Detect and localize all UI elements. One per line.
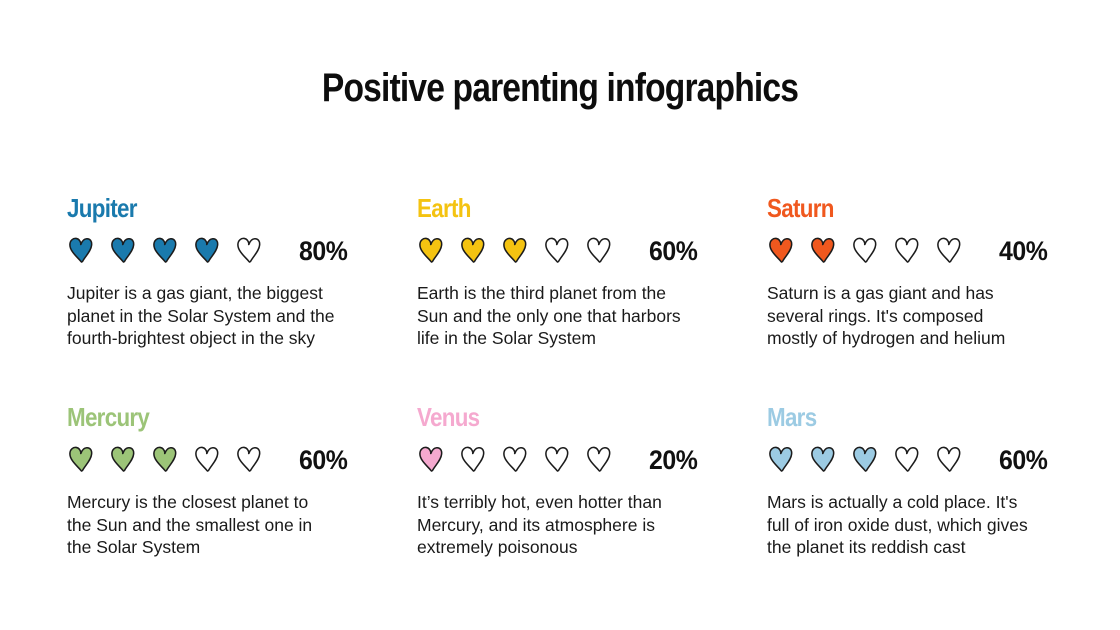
heart-empty-icon (937, 237, 961, 263)
description-line: several rings. It's composed (767, 305, 984, 326)
heart-rating (767, 236, 977, 266)
heart-filled-icon (69, 237, 93, 263)
description-line: life in the Solar System (417, 328, 596, 348)
heart-filled-icon (111, 237, 135, 263)
card-title: Mercury (67, 402, 150, 432)
card-mercury: Mercury 60% Mercury is the closest plane… (67, 401, 367, 576)
heart-filled-icon (853, 446, 877, 472)
description-line: Jupiter is a gas giant, the biggest (67, 283, 323, 303)
heart-empty-icon (853, 237, 877, 263)
description-line: the planet its reddish cast (767, 537, 966, 557)
heart-filled-icon (769, 237, 793, 263)
heart-empty-icon (937, 446, 961, 472)
heart-empty-icon (545, 446, 569, 472)
heart-empty-icon (895, 446, 919, 472)
card-description: Mercury is the closest planet to the Sun… (67, 491, 367, 559)
heart-filled-icon (769, 446, 793, 472)
card-saturn: Saturn 40% Saturn is a gas giant and has… (767, 192, 1067, 367)
description-line: full of iron oxide dust, which gives (767, 514, 1028, 535)
card-description: It’s terribly hot, even hotter than Merc… (417, 491, 717, 559)
heart-filled-icon (419, 237, 443, 263)
card-title: Earth (417, 193, 471, 223)
heart-rating (67, 445, 277, 475)
description-line: extremely poisonous (417, 537, 578, 557)
description-line: Mars is actually a cold place. It's (767, 492, 1018, 512)
heart-empty-icon (195, 446, 219, 472)
heart-filled-icon (461, 237, 485, 263)
card-title: Jupiter (67, 193, 137, 223)
heart-rating (417, 445, 627, 475)
percent-value: 80% (299, 236, 348, 266)
heart-empty-icon (545, 237, 569, 263)
percent-value: 60% (999, 445, 1048, 475)
heart-rating (67, 236, 277, 266)
card-title: Mars (767, 402, 817, 432)
percent-value: 20% (649, 445, 698, 475)
heart-rating (767, 445, 977, 475)
heart-filled-icon (419, 446, 443, 472)
heart-empty-icon (461, 446, 485, 472)
page-title: Positive parenting infographics (321, 66, 799, 110)
infographic-grid: Jupiter 80% Jupiter is a gas giant, the … (67, 192, 1077, 572)
heart-empty-icon (895, 237, 919, 263)
percent-value: 40% (999, 236, 1048, 266)
card-mars: Mars 60% Mars is actually a cold place. … (767, 401, 1067, 576)
heart-filled-icon (811, 237, 835, 263)
heart-filled-icon (69, 446, 93, 472)
description-line: mostly of hydrogen and helium (767, 328, 1006, 348)
heart-filled-icon (111, 446, 135, 472)
heart-empty-icon (587, 446, 611, 472)
card-description: Jupiter is a gas giant, the biggest plan… (67, 282, 367, 350)
description-line: Earth is the third planet from the (417, 283, 667, 303)
heart-empty-icon (237, 237, 261, 263)
description-line: Saturn is a gas giant and has (767, 283, 994, 303)
card-description: Mars is actually a cold place. It's full… (767, 491, 1067, 559)
card-jupiter: Jupiter 80% Jupiter is a gas giant, the … (67, 192, 367, 367)
description-line: the Sun and the smallest one in (67, 514, 313, 535)
heart-empty-icon (587, 237, 611, 263)
card-description: Saturn is a gas giant and has several ri… (767, 282, 1067, 350)
description-line: It’s terribly hot, even hotter than (417, 492, 662, 512)
description-line: Mercury is the closest planet to (67, 492, 309, 512)
heart-filled-icon (153, 237, 177, 263)
heart-filled-icon (811, 446, 835, 472)
percent-value: 60% (299, 445, 348, 475)
heart-rating (417, 236, 627, 266)
description-line: fourth-brightest object in the sky (67, 328, 316, 348)
card-title: Saturn (767, 193, 834, 223)
description-line: the Solar System (67, 537, 201, 557)
percent-value: 60% (649, 236, 698, 266)
description-line: Sun and the only one that harbors (417, 305, 681, 326)
heart-empty-icon (237, 446, 261, 472)
card-description: Earth is the third planet from the Sun a… (417, 282, 717, 350)
card-title: Venus (417, 402, 480, 432)
card-venus: Venus 20% It’s terribly hot, even hotter… (417, 401, 717, 576)
description-line: Mercury, and its atmosphere is (417, 514, 655, 535)
card-earth: Earth 60% Earth is the third planet from… (417, 192, 717, 367)
description-line: planet in the Solar System and the (67, 305, 335, 326)
heart-empty-icon (503, 446, 527, 472)
heart-filled-icon (153, 446, 177, 472)
heart-filled-icon (503, 237, 527, 263)
heart-filled-icon (195, 237, 219, 263)
